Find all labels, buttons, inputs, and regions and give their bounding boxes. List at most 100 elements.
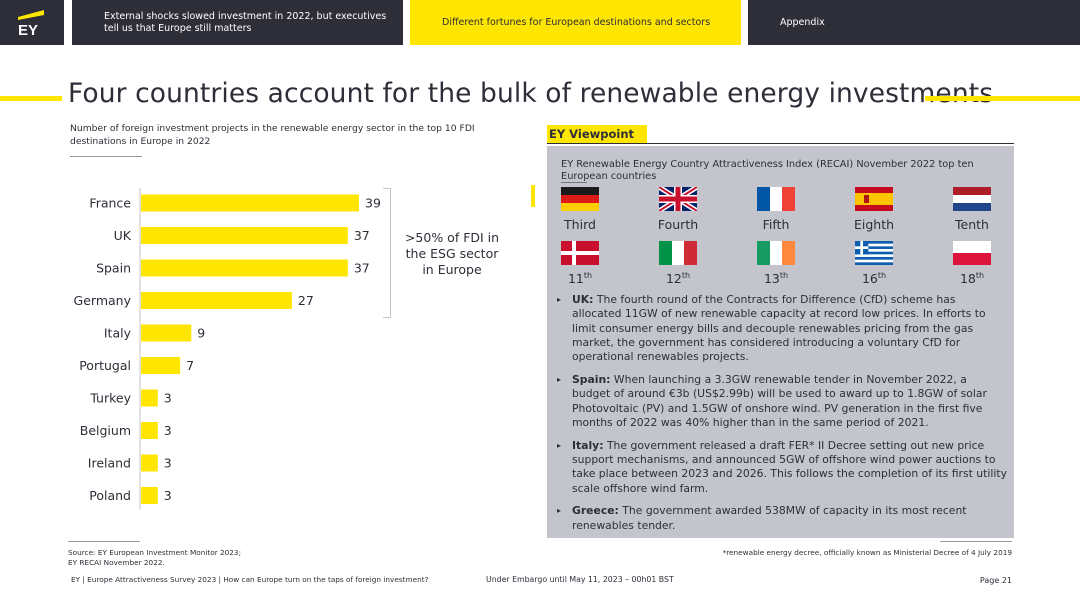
tab-external-shocks-label: External shocks slowed investment in 202… <box>104 10 387 34</box>
value-label: 7 <box>186 358 194 373</box>
bar <box>141 227 348 244</box>
section-divider <box>531 185 535 207</box>
bullet-uk: ▸ UK: The fourth round of the Contracts … <box>557 293 1007 364</box>
bar <box>141 454 158 472</box>
source-line-2: EY RECAI November 2022. <box>68 558 165 567</box>
viewpoint-heading: EY Renewable Energy Country Attractivene… <box>561 159 974 182</box>
flag-cell-italy: 12th <box>643 241 713 286</box>
tab-appendix[interactable]: Appendix <box>748 0 1080 45</box>
rank-greece: 16th <box>861 271 887 286</box>
value-label: 37 <box>354 261 370 276</box>
value-label: 9 <box>197 326 205 341</box>
germany-flag-icon <box>561 187 599 211</box>
annotation-bracket <box>383 188 391 318</box>
bar <box>141 487 158 504</box>
rank-ireland: 13th <box>763 271 789 286</box>
category-label: Belgium <box>80 423 131 438</box>
uk-flag-icon <box>659 187 697 211</box>
flag-cell-germany: Third <box>545 187 615 232</box>
top-navigation: EY External shocks slowed investment in … <box>0 0 1080 45</box>
bar <box>141 259 348 277</box>
flag-cell-netherlands: Tenth <box>937 187 1007 232</box>
page-number: Page 21 <box>979 576 1012 585</box>
bullet-italy-lead: Italy: <box>572 438 604 452</box>
bullet-marker-icon: ▸ <box>557 506 562 516</box>
flag-cell-uk: Fourth <box>643 187 713 232</box>
tab-external-shocks[interactable]: External shocks slowed investment in 202… <box>72 0 403 45</box>
category-label: UK <box>114 228 132 243</box>
category-label: Spain <box>96 261 131 276</box>
bar <box>141 194 359 212</box>
value-label: 3 <box>164 456 172 471</box>
title-rule-right <box>925 96 1080 101</box>
bullet-uk-text: The fourth round of the Contracts for Di… <box>572 293 986 364</box>
category-label: Turkey <box>89 391 131 406</box>
tab-appendix-label: Appendix <box>780 16 825 28</box>
bullet-greece-text: The government awarded 538MW of capacity… <box>572 504 967 532</box>
bar <box>141 389 158 407</box>
ey-logo[interactable]: EY <box>0 0 64 45</box>
viewpoint-bullets: ▸ UK: The fourth round of the Contracts … <box>557 293 1007 541</box>
source-rule <box>68 541 140 542</box>
bullet-spain-text: When launching a 3.3GW renewable tender … <box>572 372 987 429</box>
bar <box>141 422 158 439</box>
embargo-notice: Under Embargo until May 11, 2023 – 00h01… <box>486 575 674 584</box>
bullet-spain-lead: Spain: <box>572 372 611 386</box>
bullet-italy-text: The government released a draft FER* II … <box>572 438 1007 495</box>
rank-netherlands: Tenth <box>955 217 989 232</box>
italy-flag-icon <box>659 241 697 265</box>
chart-description-rule <box>70 156 142 157</box>
value-label: 27 <box>298 293 314 308</box>
svg-text:EY: EY <box>18 22 38 38</box>
bullet-spain: ▸ Spain: When launching a 3.3GW renewabl… <box>557 373 1007 430</box>
rank-france: Fifth <box>762 217 790 232</box>
bullet-italy: ▸ Italy: The government released a draft… <box>557 439 1007 496</box>
value-label: 3 <box>164 391 172 406</box>
viewpoint-label: EY Viewpoint <box>547 125 647 143</box>
ireland-flag-icon <box>757 241 795 265</box>
flag-cell-spain: Eighth <box>839 187 909 232</box>
source-note: Source: EY European Investment Monitor 2… <box>68 548 241 568</box>
source-line-1: Source: EY European Investment Monitor 2… <box>68 548 242 557</box>
rank-uk: Fourth <box>657 217 699 232</box>
flag-cell-greece: 16th <box>839 241 909 286</box>
ey-logo-icon: EY <box>18 10 44 38</box>
tab-different-fortunes-label: Different fortunes for European destinat… <box>442 16 711 28</box>
tab-different-fortunes[interactable]: Different fortunes for European destinat… <box>410 0 741 45</box>
title-rule-left <box>0 96 62 101</box>
bullet-greece-lead: Greece: <box>572 504 619 518</box>
value-label: 3 <box>164 423 172 438</box>
viewpoint-rule <box>547 143 1014 144</box>
bullet-marker-icon: ▸ <box>557 295 562 304</box>
poland-flag-icon <box>953 241 991 265</box>
annotation-text: >50% of FDI in the ESG sector in Europe <box>404 230 500 277</box>
category-label: Portugal <box>79 358 131 373</box>
rank-italy: 12th <box>665 271 691 286</box>
rank-germany: Third <box>564 217 596 232</box>
value-label: 37 <box>354 228 370 243</box>
viewpoint-panel: EY Renewable Energy Country Attractivene… <box>547 146 1014 538</box>
bullet-marker-icon: ▸ <box>557 374 562 384</box>
footnote-rule <box>940 541 1012 542</box>
category-label: Germany <box>74 293 132 308</box>
flag-cell-france: Fifth <box>741 187 811 232</box>
rank-denmark: 11th <box>567 271 593 286</box>
flag-cell-ireland: 13th <box>741 241 811 286</box>
greece-flag-icon <box>855 241 893 265</box>
category-label: Ireland <box>88 456 131 471</box>
rank-spain: Eighth <box>853 217 895 232</box>
page-title: Four countries account for the bulk of r… <box>68 78 994 109</box>
bullet-marker-icon: ▸ <box>557 440 562 450</box>
denmark-flag-icon <box>561 241 599 265</box>
value-label: 3 <box>164 488 172 503</box>
bar <box>141 357 181 374</box>
category-label: France <box>89 196 131 211</box>
bar <box>141 324 192 342</box>
category-label: Poland <box>89 488 131 503</box>
bullet-uk-lead: UK: <box>572 293 594 306</box>
bar <box>141 292 292 309</box>
survey-footer: EY | Europe Attractiveness Survey 2023 |… <box>71 575 429 584</box>
flag-cell-poland: 18th <box>937 241 1007 286</box>
rank-poland: 18th <box>959 271 985 286</box>
